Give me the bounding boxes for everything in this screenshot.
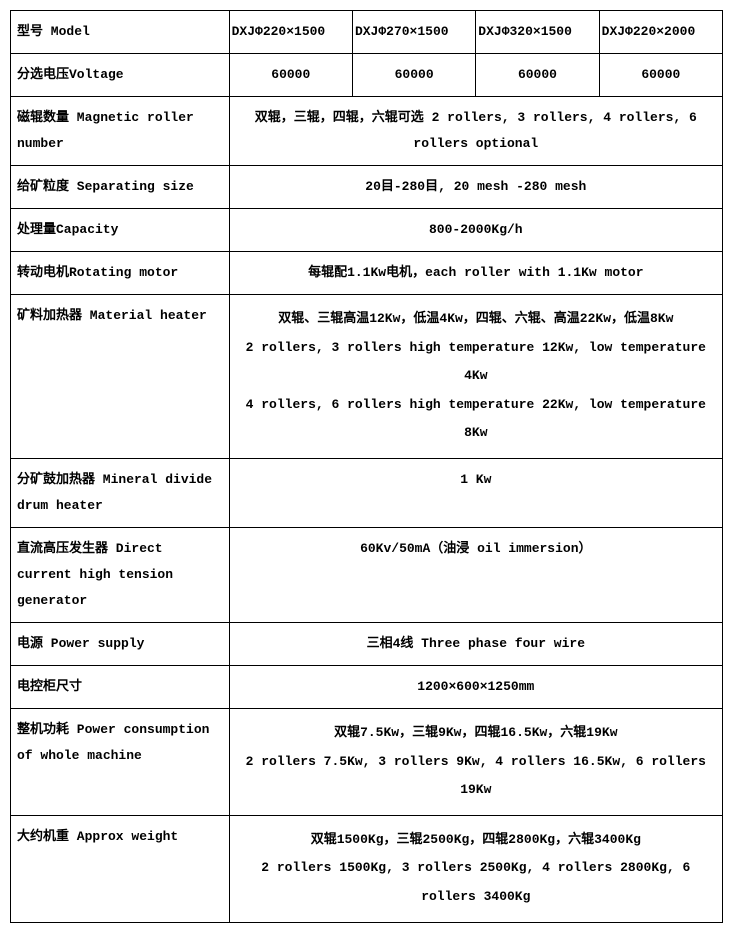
voltage-value-1: 60000 — [352, 54, 475, 97]
cabinet-size-value: 1200×600×1250mm — [229, 665, 722, 708]
row-label: 给矿粒度 Separating size — [11, 166, 230, 209]
material-heater-line3: 4 rollers, 6 rollers high temperature 22… — [236, 391, 716, 448]
table-row-weight: 大约机重 Approx weight 双辊1500Kg，三辊2500Kg，四辊2… — [11, 815, 723, 922]
model-value-0: DXJΦ220×1500 — [229, 11, 352, 54]
row-label: 大约机重 Approx weight — [11, 815, 230, 922]
row-label: 矿料加热器 Material heater — [11, 295, 230, 459]
voltage-value-2: 60000 — [476, 54, 599, 97]
material-heater-value: 双辊、三辊高温12Kw，低温4Kw，四辊、六辊、高温22Kw，低温8Kw 2 r… — [229, 295, 722, 459]
drum-heater-value: 1 Kw — [229, 458, 722, 527]
row-label: 整机功耗 Power consumption of whole machine — [11, 708, 230, 815]
material-heater-line1: 双辊、三辊高温12Kw，低温4Kw，四辊、六辊、高温22Kw，低温8Kw — [236, 305, 716, 334]
table-row-separating-size: 给矿粒度 Separating size 20目-280目, 20 mesh -… — [11, 166, 723, 209]
row-label: 直流高压发生器 Direct current high tension gene… — [11, 527, 230, 622]
model-value-2: DXJΦ320×1500 — [476, 11, 599, 54]
row-label: 电源 Power supply — [11, 622, 230, 665]
capacity-value: 800-2000Kg/h — [229, 209, 722, 252]
table-row-generator: 直流高压发生器 Direct current high tension gene… — [11, 527, 723, 622]
voltage-value-3: 60000 — [599, 54, 722, 97]
row-label: 分选电压Voltage — [11, 54, 230, 97]
weight-value: 双辊1500Kg，三辊2500Kg，四辊2800Kg，六辊3400Kg 2 ro… — [229, 815, 722, 922]
table-row-rotating-motor: 转动电机Rotating motor 每辊配1.1Kw电机，each rolle… — [11, 252, 723, 295]
row-label: 型号 Model — [11, 11, 230, 54]
voltage-value-0: 60000 — [229, 54, 352, 97]
table-row-model: 型号 Model DXJΦ220×1500 DXJΦ270×1500 DXJΦ3… — [11, 11, 723, 54]
table-row-capacity: 处理量Capacity 800-2000Kg/h — [11, 209, 723, 252]
table-row-power-supply: 电源 Power supply 三相4线 Three phase four wi… — [11, 622, 723, 665]
separating-size-value: 20目-280目, 20 mesh -280 mesh — [229, 166, 722, 209]
row-label: 分矿鼓加热器 Mineral divide drum heater — [11, 458, 230, 527]
row-label: 电控柜尺寸 — [11, 665, 230, 708]
material-heater-line2: 2 rollers, 3 rollers high temperature 12… — [236, 334, 716, 391]
row-label: 磁辊数量 Magnetic roller number — [11, 97, 230, 166]
table-row-voltage: 分选电压Voltage 60000 60000 60000 60000 — [11, 54, 723, 97]
power-consumption-line2: 2 rollers 7.5Kw, 3 rollers 9Kw, 4 roller… — [236, 748, 716, 805]
table-row-cabinet-size: 电控柜尺寸 1200×600×1250mm — [11, 665, 723, 708]
row-label: 转动电机Rotating motor — [11, 252, 230, 295]
model-value-1: DXJΦ270×1500 — [352, 11, 475, 54]
table-row-roller-number: 磁辊数量 Magnetic roller number 双辊，三辊，四辊，六辊可… — [11, 97, 723, 166]
power-supply-value: 三相4线 Three phase four wire — [229, 622, 722, 665]
row-label: 处理量Capacity — [11, 209, 230, 252]
table-row-drum-heater: 分矿鼓加热器 Mineral divide drum heater 1 Kw — [11, 458, 723, 527]
table-row-material-heater: 矿料加热器 Material heater 双辊、三辊高温12Kw，低温4Kw，… — [11, 295, 723, 459]
power-consumption-value: 双辊7.5Kw，三辊9Kw，四辊16.5Kw，六辊19Kw 2 rollers … — [229, 708, 722, 815]
weight-line1: 双辊1500Kg，三辊2500Kg，四辊2800Kg，六辊3400Kg — [236, 826, 716, 855]
spec-table: 型号 Model DXJΦ220×1500 DXJΦ270×1500 DXJΦ3… — [10, 10, 723, 923]
roller-number-value: 双辊，三辊，四辊，六辊可选 2 rollers, 3 rollers, 4 ro… — [229, 97, 722, 166]
rotating-motor-value: 每辊配1.1Kw电机，each roller with 1.1Kw motor — [229, 252, 722, 295]
table-row-power-consumption: 整机功耗 Power consumption of whole machine … — [11, 708, 723, 815]
model-value-3: DXJΦ220×2000 — [599, 11, 722, 54]
generator-value: 60Kv/50mA（油浸 oil immersion） — [229, 527, 722, 622]
power-consumption-line1: 双辊7.5Kw，三辊9Kw，四辊16.5Kw，六辊19Kw — [236, 719, 716, 748]
weight-line2: 2 rollers 1500Kg, 3 rollers 2500Kg, 4 ro… — [236, 854, 716, 911]
